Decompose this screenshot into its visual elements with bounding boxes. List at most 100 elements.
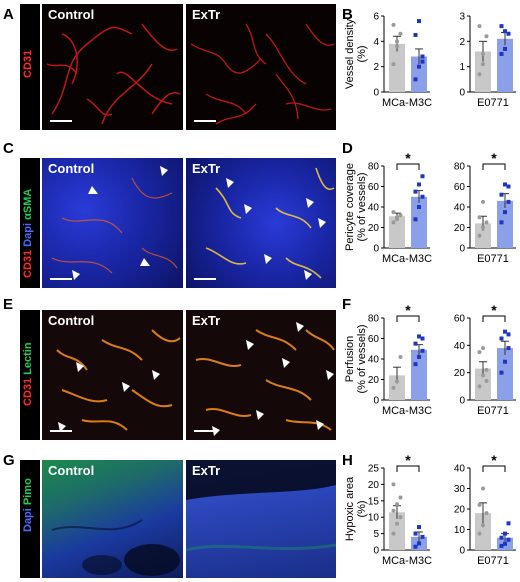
- data-point-extr: [506, 31, 511, 36]
- bar-extr: [497, 38, 513, 92]
- panel-letter-a: A: [3, 6, 14, 23]
- panel-letter-e: E: [3, 296, 14, 313]
- data-point-extr: [499, 24, 504, 29]
- stain-strip-c: [20, 158, 40, 288]
- data-point-control: [391, 385, 396, 390]
- micrograph-g-control: Control: [42, 460, 183, 578]
- data-point-extr: [506, 521, 511, 526]
- data-point-control: [477, 24, 482, 29]
- micrograph-g-control-tissue: [51, 519, 180, 576]
- data-point-extr: [499, 370, 504, 375]
- y-tick-label: 20: [368, 375, 380, 386]
- data-point-control: [398, 213, 403, 218]
- bar-control: [389, 375, 405, 400]
- significance-star: *: [405, 302, 411, 318]
- data-point-extr: [499, 52, 504, 56]
- micrograph-e-control-label: Control: [48, 313, 95, 328]
- data-point-extr: [503, 541, 507, 546]
- data-point-extr: [420, 174, 425, 179]
- scale-bar: [50, 430, 72, 432]
- data-point-control: [391, 62, 396, 67]
- y-tick-label: 6: [373, 12, 379, 23]
- data-point-control: [484, 378, 489, 383]
- data-point-extr: [503, 359, 507, 364]
- micrograph-c-extr: ExTr: [186, 158, 336, 288]
- scale-bar: [50, 120, 72, 122]
- scale-bar: [194, 120, 216, 122]
- bar-extr: [411, 56, 427, 92]
- data-point-control: [395, 521, 399, 526]
- data-point-control: [395, 215, 399, 220]
- data-point-control: [481, 199, 485, 204]
- y-tick-label: 80: [454, 162, 466, 173]
- data-point-extr: [506, 346, 511, 351]
- data-point-control: [477, 233, 482, 238]
- y-tick-label: 40: [454, 464, 466, 475]
- y-tick-label: 10: [368, 513, 380, 524]
- micrograph-a-control-label: Control: [48, 7, 95, 22]
- y-axis-label: Perfusion(% of vessels): [344, 324, 368, 393]
- arrowheads: [58, 362, 160, 432]
- y-tick-label: 25: [368, 464, 380, 475]
- x-category-label: E0771: [477, 253, 509, 265]
- y-tick-label: 60: [368, 334, 380, 345]
- data-point-control: [481, 486, 485, 491]
- data-point-control: [398, 31, 403, 36]
- y-tick-label: 0: [459, 88, 465, 99]
- data-point-control: [391, 508, 396, 513]
- bar-control: [389, 43, 405, 92]
- micrograph-g-extr-tissue: [186, 460, 336, 552]
- y-tick-label: 0: [373, 546, 379, 557]
- data-point-extr: [417, 19, 421, 24]
- data-point-extr: [413, 531, 418, 536]
- arrowheads: [226, 178, 326, 280]
- y-tick-label: 80: [368, 314, 380, 325]
- arrowheads: [72, 166, 168, 280]
- y-tick-label: 2: [373, 62, 379, 73]
- y-axis-label: Hypoxic area(%): [344, 476, 368, 541]
- x-category-label: MCa-M3C: [382, 405, 432, 417]
- y-tick-label: 20: [368, 223, 380, 234]
- data-point-control: [395, 39, 399, 44]
- data-point-extr: [506, 199, 511, 204]
- micrograph-e-control-vessels: [56, 329, 181, 432]
- significance-bracket: [482, 465, 506, 472]
- y-tick-label: 0: [373, 244, 379, 255]
- data-point-control: [477, 72, 482, 77]
- y-tick-label: 20: [454, 368, 466, 379]
- y-tick-label: 40: [368, 355, 380, 366]
- micrograph-a-extr-vessels: [190, 23, 335, 125]
- x-category-label: E0771: [477, 555, 509, 567]
- data-point-extr: [503, 46, 507, 51]
- y-tick-label: 0: [459, 396, 465, 407]
- bar-extr: [497, 348, 513, 400]
- bar-control: [475, 223, 491, 248]
- micrograph-g-extr: ExTr: [186, 460, 336, 578]
- micrograph-c-extr-label: ExTr: [192, 161, 221, 176]
- data-point-extr: [413, 217, 418, 222]
- data-point-control: [477, 531, 482, 536]
- scale-bar: [194, 278, 216, 280]
- bar-control: [475, 513, 491, 550]
- data-point-extr: [506, 184, 511, 189]
- data-point-extr: [413, 189, 418, 194]
- data-point-control: [398, 354, 403, 359]
- micrograph-c-control: Control: [42, 158, 183, 288]
- y-tick-label: 3: [459, 12, 465, 23]
- y-tick-label: 20: [454, 223, 466, 234]
- significance-bracket: [482, 315, 506, 322]
- data-point-extr: [499, 336, 504, 341]
- micrograph-g-control-label: Control: [48, 463, 95, 478]
- y-tick-label: 60: [454, 182, 466, 193]
- data-point-control: [395, 502, 399, 507]
- data-point-control: [484, 367, 489, 372]
- data-point-control: [481, 373, 485, 378]
- data-point-control: [391, 22, 396, 27]
- stain-strip-g: [20, 460, 40, 578]
- stain-strip-a: [20, 4, 40, 130]
- data-point-control: [481, 52, 485, 56]
- data-point-extr: [420, 348, 425, 353]
- x-category-label: E0771: [477, 405, 509, 417]
- data-point-extr: [503, 329, 507, 334]
